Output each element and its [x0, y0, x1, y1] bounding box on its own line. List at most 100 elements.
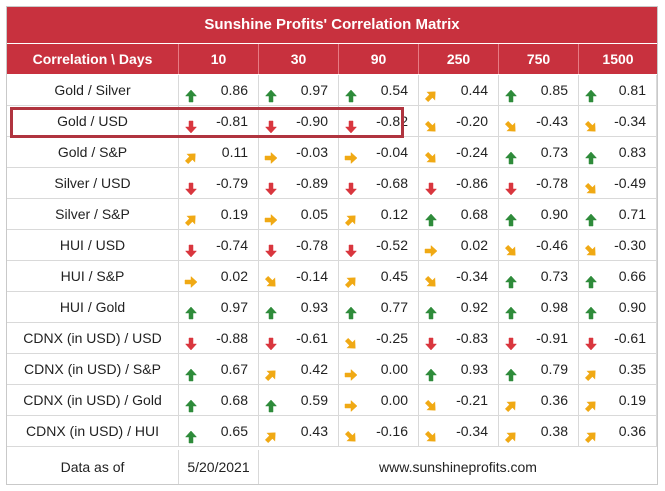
table-row: CDNX (in USD) / HUI 0.65 0.43 -0.16 -0.34 0.3…: [7, 416, 657, 447]
trend-up-arrow-icon: [584, 300, 598, 320]
correlation-value: 0.65: [220, 423, 248, 439]
trend-up-right-arrow-icon: [424, 83, 438, 103]
table-row: HUI / S&P 0.02 -0.14 0.45 -0.34 0.73 0.66: [7, 261, 657, 292]
row-pair-label: HUI / Gold: [7, 292, 179, 323]
trend-up-arrow-icon: [424, 300, 438, 320]
correlation-cell: -0.78: [499, 168, 579, 199]
correlation-value: -0.20: [456, 113, 488, 129]
correlation-value: 0.02: [460, 237, 488, 253]
trend-up-arrow-icon: [184, 300, 198, 320]
row-pair-label: CDNX (in USD) / S&P: [7, 354, 179, 385]
trend-up-arrow-icon: [504, 362, 518, 382]
trend-down-arrow-icon: [504, 176, 518, 196]
trend-up-arrow-icon: [504, 83, 518, 103]
correlation-cell: -0.14: [259, 261, 339, 292]
correlation-cell: -0.30: [579, 230, 657, 261]
trend-down-arrow-icon: [184, 114, 198, 134]
table-row: CDNX (in USD) / S&P 0.67 0.42 0.00 0.93 0.79 0…: [7, 354, 657, 385]
correlation-value: 0.71: [618, 206, 646, 222]
correlation-cell: -0.34: [419, 261, 499, 292]
correlation-value: 0.68: [460, 206, 488, 222]
correlation-value: -0.52: [376, 237, 408, 253]
correlation-cell: -0.78: [259, 230, 339, 261]
trend-down-right-arrow-icon: [344, 424, 358, 442]
correlation-value: 0.93: [300, 299, 328, 315]
correlation-cell: 0.71: [579, 199, 657, 230]
correlation-cell: 0.11: [179, 137, 259, 168]
trend-up-right-arrow-icon: [344, 207, 358, 227]
correlation-cell: 0.54: [339, 75, 419, 106]
correlation-value: -0.61: [296, 330, 328, 346]
correlation-cell: -0.90: [259, 106, 339, 137]
correlation-value: -0.86: [456, 175, 488, 191]
correlation-cell: 0.79: [499, 354, 579, 385]
table-row: Gold / Silver 0.86 0.97 0.54 0.44 0.85 0.81: [7, 75, 657, 106]
correlation-value: -0.34: [614, 113, 646, 129]
trend-right-arrow-icon: [264, 207, 278, 227]
correlation-cell: -0.03: [259, 137, 339, 168]
correlation-value: -0.49: [614, 175, 646, 191]
correlation-cell: -0.34: [419, 416, 499, 447]
correlation-cell: 0.43: [259, 416, 339, 447]
row-pair-label: Silver / S&P: [7, 199, 179, 230]
trend-up-arrow-icon: [344, 83, 358, 103]
trend-down-arrow-icon: [264, 114, 278, 134]
trend-right-arrow-icon: [344, 393, 358, 413]
trend-down-arrow-icon: [344, 114, 358, 134]
correlation-value: 0.45: [380, 268, 408, 284]
correlation-value: 0.92: [460, 299, 488, 315]
trend-right-arrow-icon: [424, 238, 438, 258]
trend-down-arrow-icon: [264, 331, 278, 351]
trend-up-arrow-icon: [584, 145, 598, 165]
header-days-1500: 1500: [579, 44, 657, 74]
correlation-cell: -0.24: [419, 137, 499, 168]
correlation-cell: 0.05: [259, 199, 339, 230]
correlation-value: -0.74: [216, 237, 248, 253]
row-pair-label: HUI / S&P: [7, 261, 179, 292]
correlation-value: -0.24: [456, 144, 488, 160]
trend-up-arrow-icon: [344, 300, 358, 320]
correlation-value: -0.90: [296, 113, 328, 129]
correlation-cell: -0.21: [419, 385, 499, 416]
trend-down-right-arrow-icon: [504, 114, 518, 132]
trend-down-right-arrow-icon: [584, 238, 598, 256]
correlation-cell: 0.92: [419, 292, 499, 323]
correlation-cell: 0.68: [179, 385, 259, 416]
correlation-value: 0.05: [300, 206, 328, 222]
correlation-cell: 0.93: [419, 354, 499, 385]
trend-up-right-arrow-icon: [504, 424, 518, 444]
trend-up-arrow-icon: [264, 300, 278, 320]
correlation-cell: 0.02: [179, 261, 259, 292]
correlation-cell: 0.00: [339, 354, 419, 385]
correlation-value: -0.34: [456, 268, 488, 284]
correlation-value: -0.03: [296, 144, 328, 160]
correlation-value: -0.78: [296, 237, 328, 253]
trend-up-arrow-icon: [184, 83, 198, 103]
trend-down-arrow-icon: [584, 331, 598, 351]
table-row: Silver / S&P 0.19 0.05 0.12 0.68 0.90 0.71: [7, 199, 657, 230]
correlation-value: 0.44: [460, 82, 488, 98]
trend-up-arrow-icon: [184, 393, 198, 413]
trend-down-arrow-icon: [504, 331, 518, 351]
correlation-cell: -0.04: [339, 137, 419, 168]
correlation-value: -0.79: [216, 175, 248, 191]
correlation-cell: -0.34: [579, 106, 657, 137]
correlation-cell: -0.46: [499, 230, 579, 261]
correlation-cell: -0.52: [339, 230, 419, 261]
correlation-value: -0.14: [296, 268, 328, 284]
correlation-value: -0.43: [536, 113, 568, 129]
correlation-cell: 0.42: [259, 354, 339, 385]
header-days-10: 10: [179, 44, 259, 74]
trend-right-arrow-icon: [264, 145, 278, 165]
correlation-value: -0.34: [456, 423, 488, 439]
correlation-cell: 0.00: [339, 385, 419, 416]
correlation-value: 0.90: [618, 299, 646, 315]
correlation-value: -0.91: [536, 330, 568, 346]
correlation-value: 0.73: [540, 268, 568, 284]
correlation-cell: 0.45: [339, 261, 419, 292]
correlation-value: 0.38: [540, 423, 568, 439]
trend-up-arrow-icon: [184, 424, 198, 444]
trend-down-arrow-icon: [184, 238, 198, 258]
trend-down-right-arrow-icon: [424, 269, 438, 287]
correlation-value: 0.66: [618, 268, 646, 284]
